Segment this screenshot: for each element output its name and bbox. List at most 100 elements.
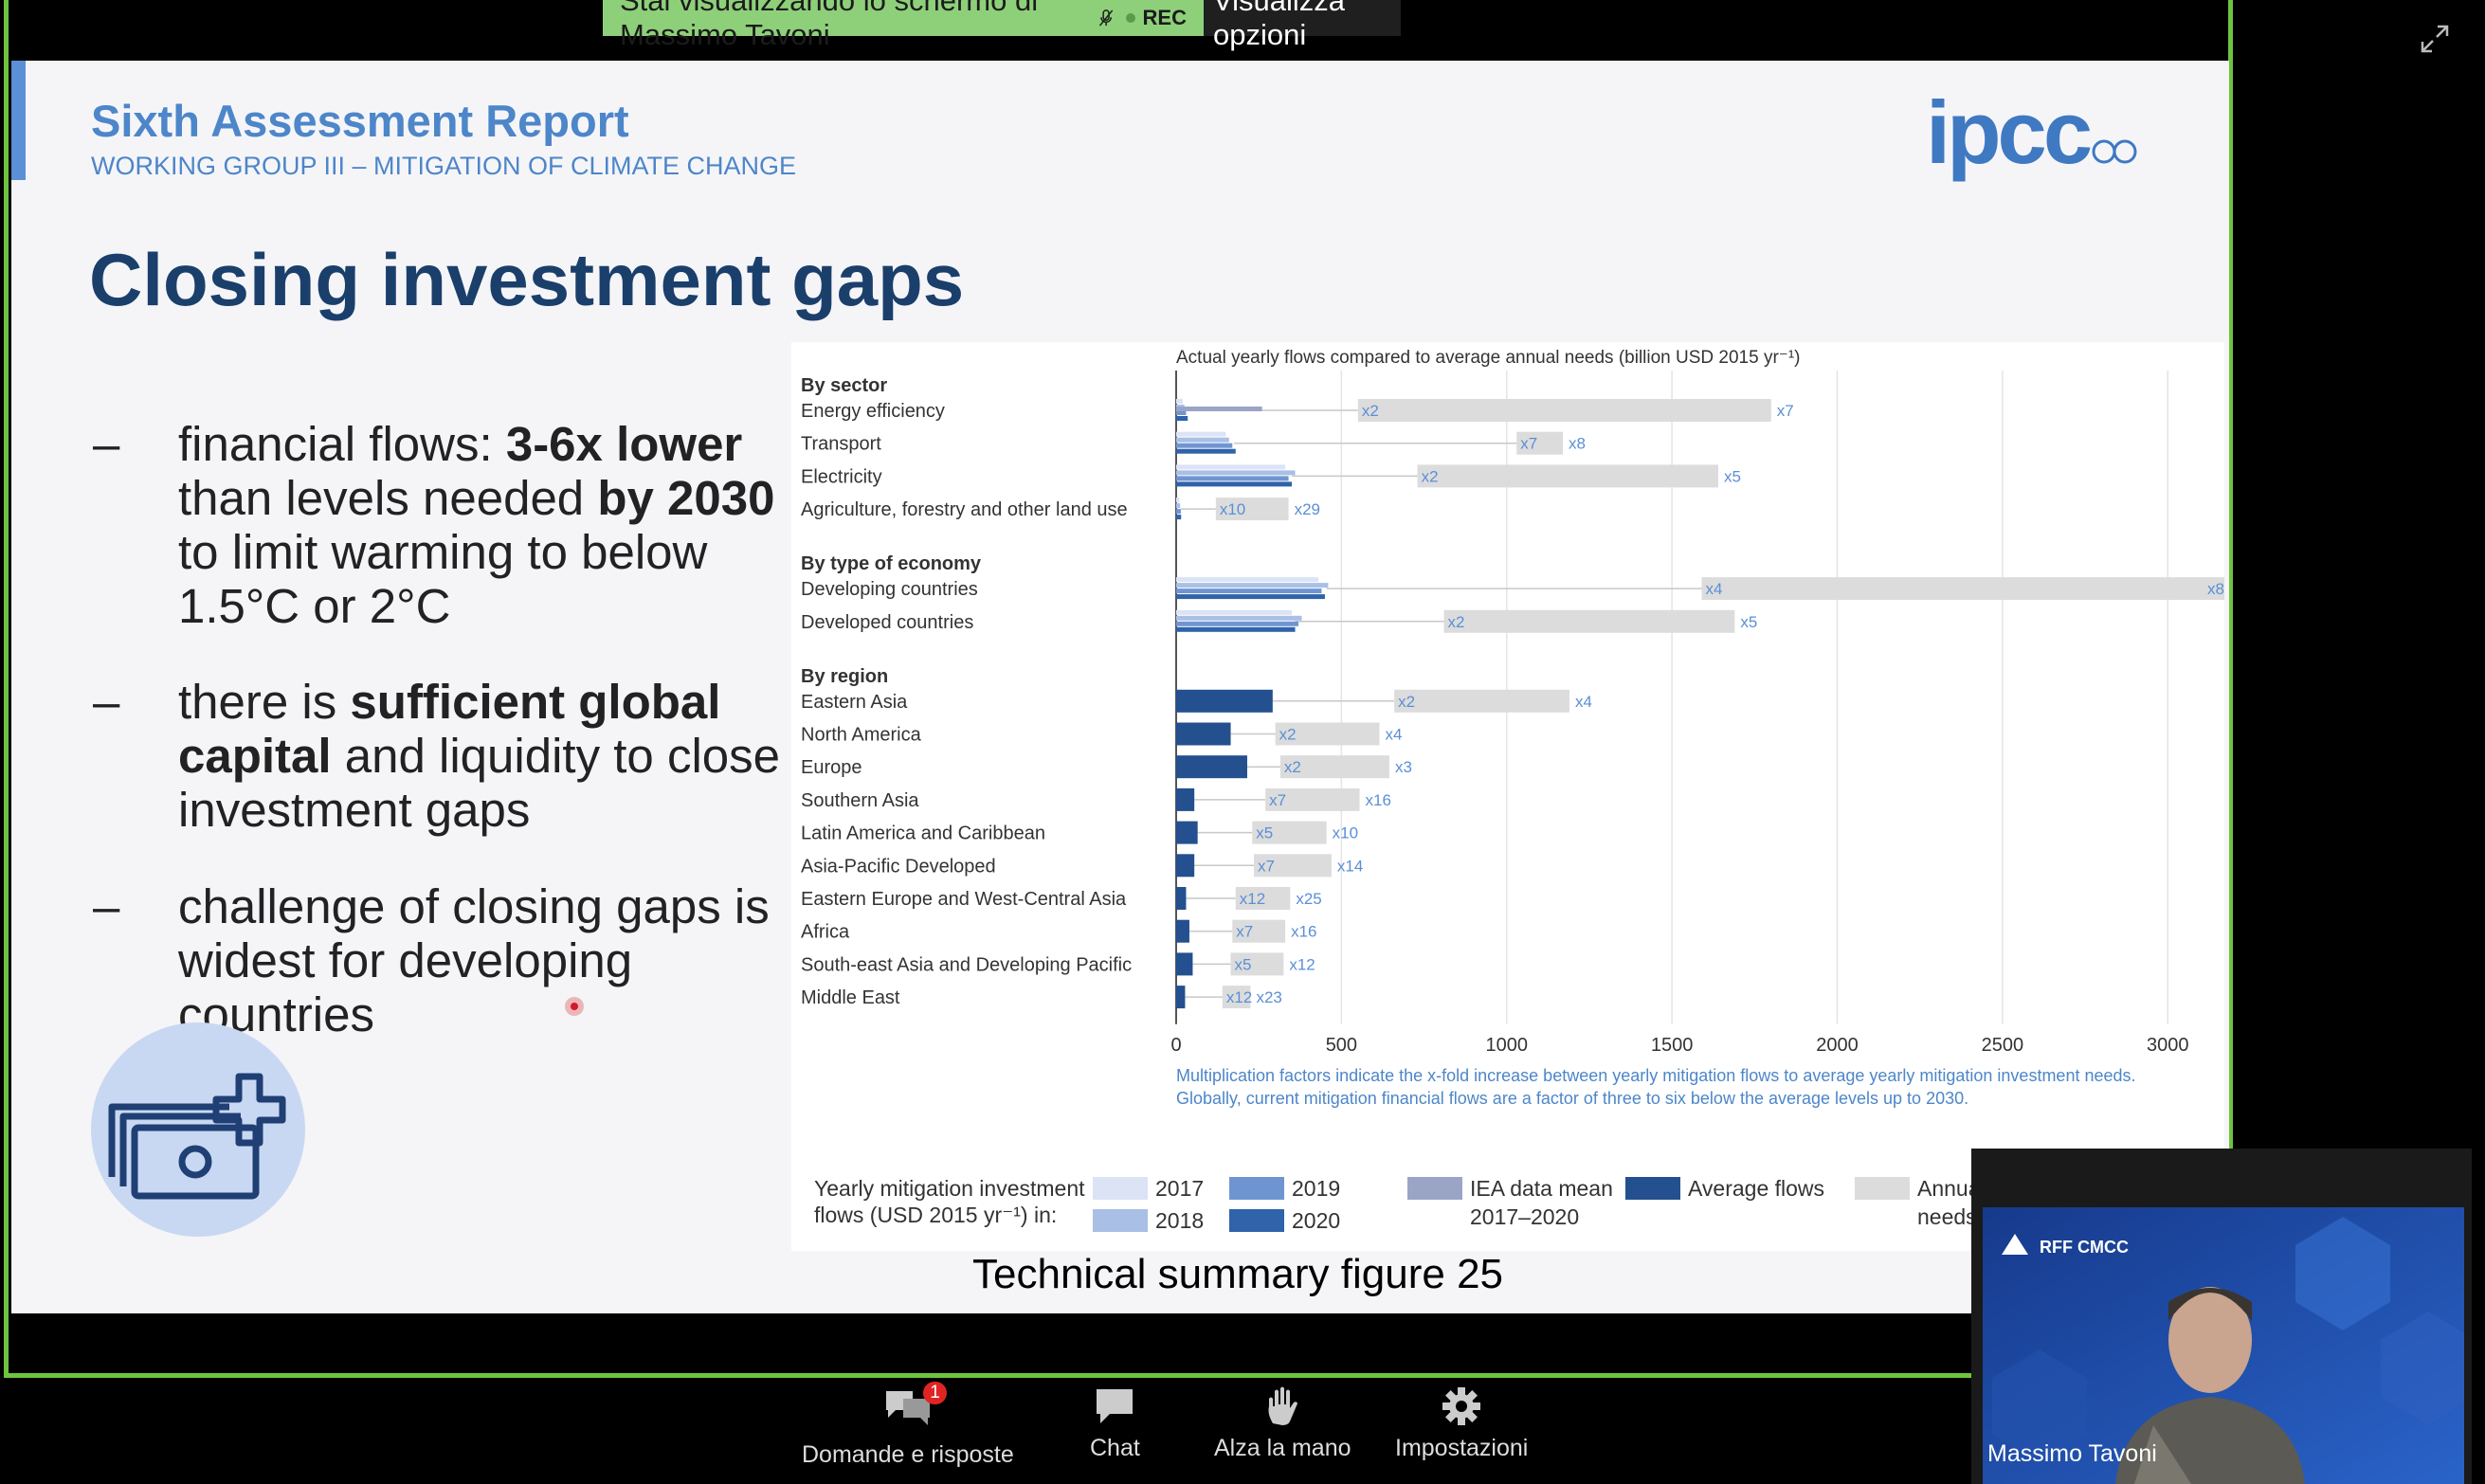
low-factor-label: x2 — [1362, 402, 1379, 420]
high-factor-label: x16 — [1366, 791, 1391, 809]
legend-swatch — [1855, 1177, 1910, 1200]
yearly-flow-bar — [1176, 609, 1293, 615]
investment-gap-chart: Actual yearly flows compared to average … — [791, 342, 2224, 1185]
rec-indicator: REC — [1125, 6, 1187, 30]
legend-label: 2017 — [1155, 1176, 1204, 1201]
settings-button[interactable]: Impostazioni — [1395, 1385, 1528, 1462]
high-factor-label: x14 — [1337, 857, 1363, 875]
low-factor-label: x2 — [1422, 467, 1439, 485]
slide-title: Closing investment gaps — [89, 238, 965, 321]
chart-note: Multiplication factors indicate the x-fo… — [1176, 1066, 2136, 1085]
rec-label: REC — [1142, 6, 1187, 29]
laser-pointer-icon — [565, 997, 584, 1016]
slide-accent-bar — [11, 61, 26, 180]
row-label: North America — [801, 725, 922, 746]
x-tick-label: 3000 — [2147, 1035, 2189, 1056]
needs-bar — [1222, 986, 1251, 1009]
rec-dot-icon — [1125, 13, 1135, 23]
high-factor-label: x12 — [1289, 955, 1315, 973]
average-flow-bar — [1176, 755, 1247, 779]
high-factor-label: x10 — [1333, 824, 1358, 842]
group-header: By sector — [801, 375, 887, 396]
bullet-3: – challenge of closing gaps is widest fo… — [93, 879, 775, 1050]
webcam-logo-text: RFF CMCC — [2040, 1238, 2129, 1257]
qa-badge: 1 — [923, 1382, 947, 1404]
qa-icon — [885, 1391, 930, 1425]
expand-icon[interactable] — [2419, 23, 2451, 55]
needs-bar — [1443, 609, 1735, 633]
high-factor-label: x5 — [1740, 613, 1757, 631]
presentation-slide: Sixth Assessment Report WORKING GROUP II… — [11, 61, 2229, 1313]
row-label: Transport — [801, 434, 881, 455]
yearly-flow-bar — [1176, 509, 1181, 515]
legend-swatch — [1229, 1177, 1284, 1200]
high-factor-label: x8 — [1569, 435, 1586, 453]
bullet-2: – there is sufficient global capital and… — [93, 675, 780, 845]
legend-label: 2020 — [1292, 1208, 1340, 1233]
bullet-emphasis: sufficient global capital — [178, 675, 721, 783]
low-factor-label: x7 — [1258, 857, 1275, 875]
yearly-flow-bar — [1176, 437, 1229, 443]
row-label: Electricity — [801, 466, 882, 487]
high-factor-label: x3 — [1395, 758, 1412, 776]
qa-button[interactable]: 1 Domande e risposte — [802, 1382, 1014, 1469]
average-flow-bar — [1176, 887, 1187, 910]
bullet-dash: – — [93, 417, 120, 471]
x-tick-label: 2500 — [1982, 1035, 2024, 1056]
bullet-run: and liquidity to close investment gaps — [178, 729, 781, 837]
share-status: Stai visualizzando lo schermo di Massimo… — [603, 0, 1204, 51]
low-factor-label: x2 — [1284, 758, 1301, 776]
low-factor-label: x7 — [1269, 791, 1286, 809]
needs-bar — [1275, 722, 1380, 746]
row-label: Africa — [801, 922, 850, 943]
yearly-flow-bar — [1176, 399, 1183, 404]
average-flow-bar — [1176, 821, 1198, 844]
chat-icon — [1097, 1389, 1134, 1423]
qa-label: Domande e risposte — [802, 1441, 1014, 1468]
high-factor-label: x8 — [2207, 580, 2224, 598]
needs-bar — [1394, 689, 1570, 713]
needs-bar — [1253, 854, 1332, 878]
bullet-1: – financial flows: 3-6x lower than level… — [93, 417, 775, 635]
row-label: Latin America and Caribbean — [801, 823, 1045, 844]
mic-muted-icon — [1099, 9, 1114, 27]
bullet-run: to limit warming to below 1.5°C or 2°C — [178, 525, 708, 633]
ipcc-logo: ipcc — [1926, 89, 2137, 182]
yearly-flow-bar — [1176, 481, 1293, 487]
bullet-emphasis: 3-6x lower — [505, 417, 743, 471]
bullet-emphasis: by 2030 — [597, 471, 775, 525]
needs-bar — [1232, 919, 1286, 943]
low-factor-label: x12 — [1226, 988, 1252, 1006]
webcam-video: RFF CMCC — [1983, 1207, 2464, 1484]
raise-hand-label: Alza la mano — [1214, 1435, 1351, 1461]
raise-hand-button[interactable]: Alza la mano — [1214, 1385, 1351, 1462]
yearly-flow-bar — [1176, 626, 1296, 632]
needs-bar — [1235, 887, 1291, 910]
needs-bar — [1252, 821, 1327, 844]
bullet-text: financial flows: 3-6x lower than levels … — [178, 417, 785, 633]
chart-note: Globally, current mitigation financial f… — [1176, 1089, 1968, 1108]
yearly-flow-bar — [1176, 470, 1296, 476]
report-subtitle: WORKING GROUP III – MITIGATION OF CLIMAT… — [91, 152, 797, 180]
needs-bar — [1516, 431, 1564, 455]
low-factor-label: x2 — [1398, 693, 1415, 711]
high-factor-label: x4 — [1575, 693, 1592, 711]
yearly-flow-bar — [1176, 588, 1322, 594]
legend-title: Yearly mitigation investment — [814, 1176, 1085, 1201]
bullet-dash: – — [93, 879, 120, 933]
high-factor-label: x25 — [1296, 890, 1321, 908]
high-factor-label: x7 — [1777, 402, 1794, 420]
needs-bar — [1230, 952, 1284, 976]
legend-swatch — [1093, 1209, 1148, 1232]
high-factor-label: x16 — [1291, 923, 1316, 941]
row-label: South-east Asia and Developing Pacific — [801, 954, 1132, 975]
x-tick-label: 500 — [1326, 1035, 1357, 1056]
chat-button[interactable]: Chat — [1090, 1385, 1140, 1462]
legend-label: Average flows — [1688, 1176, 1824, 1201]
row-label: Developing countries — [801, 579, 978, 600]
needs-bar — [1357, 399, 1771, 422]
row-label: Europe — [801, 757, 862, 778]
yearly-flow-bar — [1176, 476, 1289, 481]
high-factor-label: x29 — [1295, 500, 1320, 518]
yearly-flow-bar — [1176, 503, 1181, 509]
